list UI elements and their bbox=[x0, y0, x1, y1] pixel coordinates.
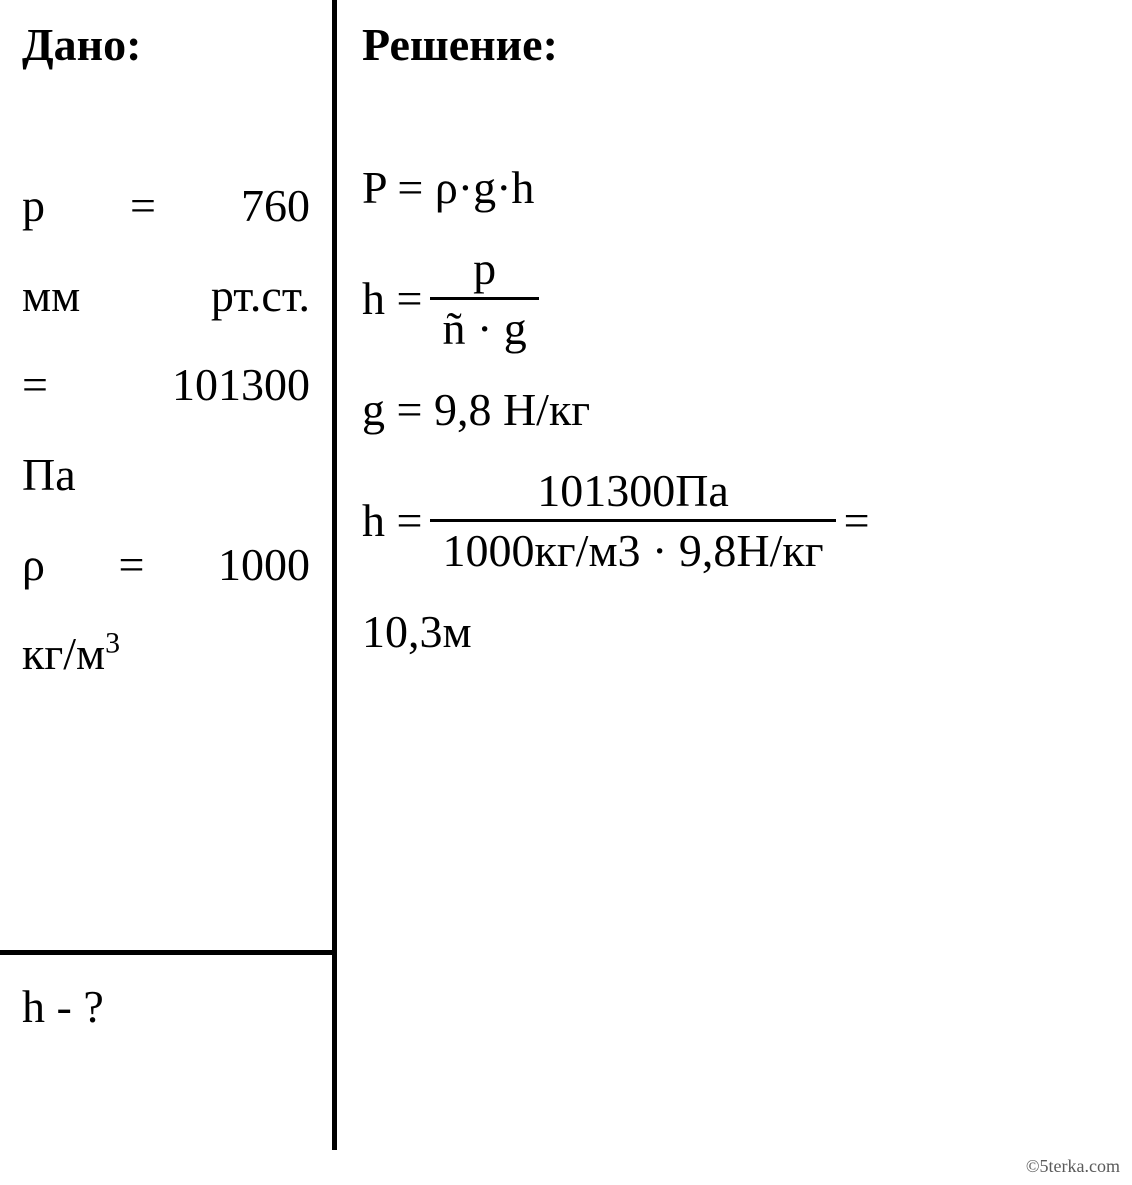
equation-g-value: g = 9,8 Н/кг bbox=[362, 383, 1110, 436]
equation-pressure-formula: P = ρ·g·h bbox=[362, 161, 1110, 214]
eq2-fraction: p ñ · g bbox=[430, 242, 538, 355]
eq2-lhs: h = bbox=[362, 272, 422, 325]
solution-steps: P = ρ·g·h h = p ñ · g g = 9,8 Н/кг h = 1… bbox=[362, 161, 1110, 658]
eq4-numerator: 101300Па bbox=[525, 464, 741, 519]
eq4-equals: = bbox=[844, 494, 870, 547]
vertical-divider bbox=[332, 0, 337, 1150]
given-p-converted-unit: Па bbox=[22, 430, 310, 520]
given-p-value: p = 760 bbox=[22, 161, 310, 251]
given-rho-value: ρ = 1000 bbox=[22, 520, 310, 610]
equation-h-calculation: h = 101300Па 1000кг/м3 · 9,8Н/кг = bbox=[362, 464, 1110, 577]
eq4-lhs: h = bbox=[362, 494, 422, 547]
solution-heading: Решение: bbox=[362, 18, 1110, 71]
equation-h-result: 10,3м bbox=[362, 605, 1110, 658]
solution-column: Решение: P = ρ·g·h h = p ñ · g g = 9,8 Н… bbox=[332, 0, 1132, 1185]
eq4-denominator: 1000кг/м3 · 9,8Н/кг bbox=[430, 519, 835, 577]
watermark-text: ©5terka.com bbox=[1026, 1156, 1120, 1177]
given-column: Дано: p = 760 мм рт.ст. = 101300 Па ρ = … bbox=[0, 0, 332, 1185]
find-variable: h - ? bbox=[22, 980, 104, 1033]
given-rho-unit: кг/м3 bbox=[22, 609, 310, 699]
given-p-unit: мм рт.ст. bbox=[22, 251, 310, 341]
given-values: p = 760 мм рт.ст. = 101300 Па ρ = 1000 к… bbox=[22, 161, 310, 699]
horizontal-divider bbox=[0, 950, 332, 955]
equation-h-formula: h = p ñ · g bbox=[362, 242, 1110, 355]
given-heading: Дано: bbox=[22, 18, 310, 71]
eq2-numerator: p bbox=[461, 242, 508, 297]
eq4-fraction: 101300Па 1000кг/м3 · 9,8Н/кг bbox=[430, 464, 835, 577]
physics-problem-layout: Дано: p = 760 мм рт.ст. = 101300 Па ρ = … bbox=[0, 0, 1132, 1185]
given-p-converted: = 101300 bbox=[22, 340, 310, 430]
eq2-denominator: ñ · g bbox=[430, 297, 538, 355]
